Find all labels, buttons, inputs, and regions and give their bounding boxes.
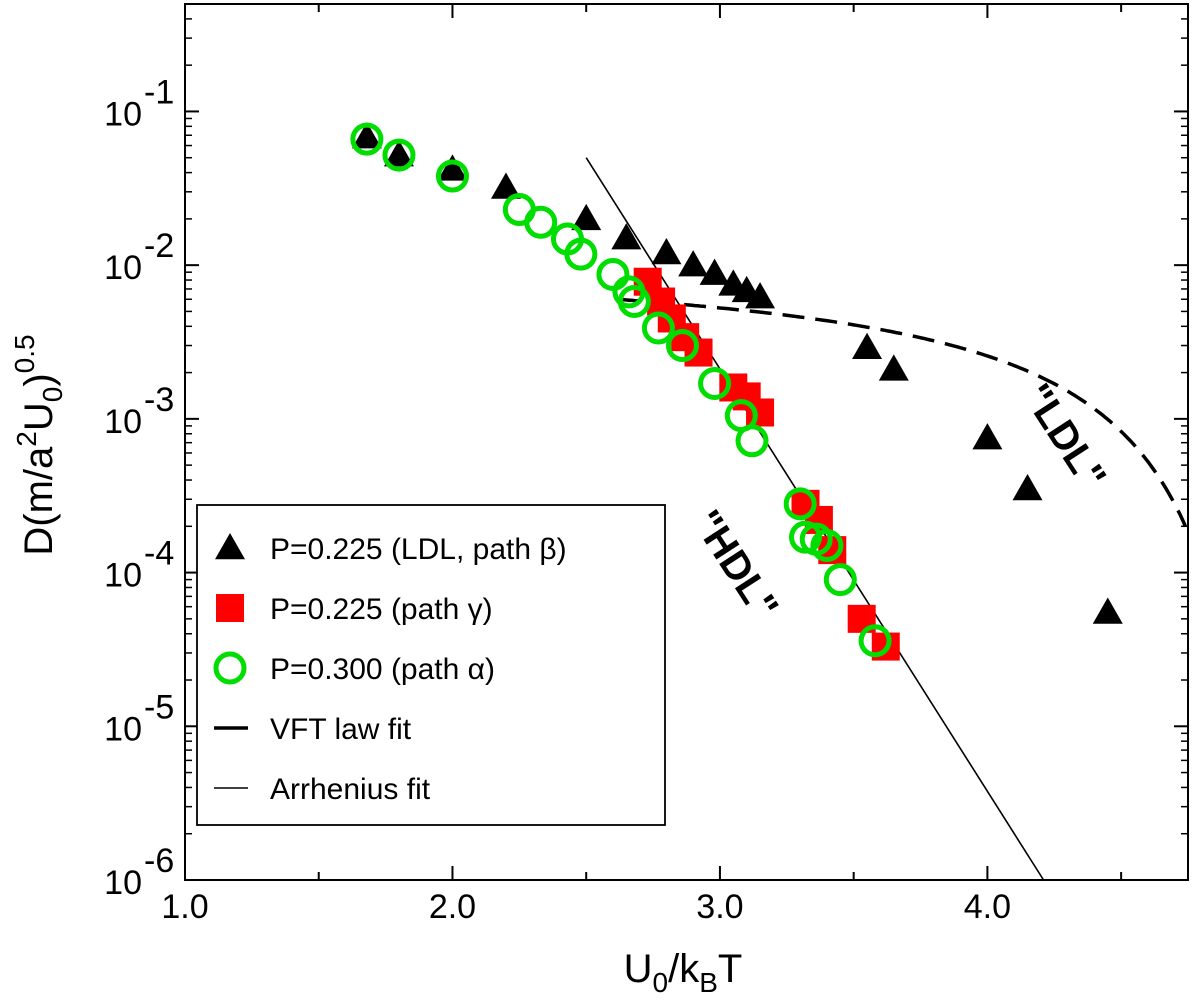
y-tick-label: 10: [104, 95, 142, 133]
y-axis-label: D(m/a2U0)0.5: [9, 334, 68, 555]
circle-point: [564, 237, 598, 271]
triangle-point: [1092, 597, 1123, 624]
circle-point: [617, 285, 651, 319]
triangle-point: [571, 203, 602, 231]
circle-point: [350, 122, 384, 156]
triangle-point: [490, 172, 521, 199]
y-tick-label: 10: [104, 249, 142, 287]
triangle-point: [651, 237, 682, 265]
circle-point: [641, 311, 675, 345]
y-tick-exponent: -6: [144, 842, 174, 880]
circle-point: [823, 563, 857, 597]
circle-point: [435, 159, 469, 193]
triangle-point: [852, 332, 883, 360]
vft-fit-line: [618, 297, 1187, 527]
x-tick-label: 4.0: [964, 888, 1011, 926]
circle-point: [735, 424, 769, 458]
circle-point: [524, 205, 558, 239]
legend-label: Arrhenius fit: [270, 773, 431, 806]
y-tick-label: 10: [104, 864, 142, 902]
series-triangle: [351, 122, 1123, 624]
legend-entry: P=0.225 (path γ): [216, 593, 493, 626]
circle-point: [596, 257, 630, 291]
y-tick-exponent: -3: [144, 381, 174, 419]
y-tick-label: 10: [104, 403, 142, 441]
legend-circle-marker: [213, 651, 247, 685]
legend-entry: P=0.300 (path α): [213, 651, 495, 686]
triangle-point: [878, 354, 909, 381]
triangle-point: [1012, 473, 1043, 501]
circle-point: [698, 366, 732, 400]
legend-label: P=0.225 (LDL, path β): [270, 533, 567, 566]
legend-square-marker: [216, 594, 244, 622]
y-tick-label: 10: [104, 557, 142, 595]
legend-label: VFT law fit: [270, 713, 412, 746]
triangle-point: [972, 423, 1003, 450]
legend-box: [196, 504, 666, 826]
legend-label: P=0.300 (path α): [270, 653, 495, 686]
legend-label: P=0.225 (path γ): [270, 593, 493, 626]
legend-triangle-marker: [215, 533, 245, 560]
y-tick-exponent: -1: [144, 73, 174, 111]
y-tick-exponent: -4: [144, 535, 174, 573]
circle-point: [858, 624, 892, 658]
triangle-point: [745, 282, 776, 309]
annotation-0: "HDL": [684, 503, 786, 628]
legend-entry: Arrhenius fit: [214, 773, 431, 806]
y-tick-exponent: -2: [144, 227, 174, 265]
x-tick-label: 1.0: [161, 888, 208, 926]
triangle-point: [678, 250, 709, 277]
circle-point: [783, 487, 817, 521]
triangle-point: [351, 122, 382, 149]
triangle-point: [699, 258, 730, 285]
y-tick-exponent: -5: [144, 688, 174, 726]
circle-point: [382, 138, 416, 172]
axis-labels: U0/kBT D(m/a2U0)0.5: [9, 334, 742, 998]
series-circle: [350, 122, 892, 658]
triangle-point: [611, 223, 642, 250]
circle-point: [810, 529, 844, 563]
x-tick-label: 2.0: [429, 888, 476, 926]
legend-entry: P=0.225 (LDL, path β): [215, 533, 567, 566]
triangle-point: [437, 154, 468, 181]
legend-entry: VFT law fit: [214, 713, 412, 746]
fit-lines: [585, 157, 1187, 881]
y-tick-label: 10: [104, 710, 142, 748]
triangle-point: [383, 140, 414, 167]
axes: 1.0 2.0 3.0 4.010-610-510-410-310-210-1: [104, 3, 1189, 926]
x-axis-label: U0/kBT: [624, 947, 743, 998]
circle-point: [665, 329, 699, 363]
data-points: [350, 122, 1123, 661]
legend: P=0.225 (LDL, path β) P=0.225 (path γ) P=0…: [196, 504, 666, 826]
x-tick-label: 3.0: [696, 888, 743, 926]
